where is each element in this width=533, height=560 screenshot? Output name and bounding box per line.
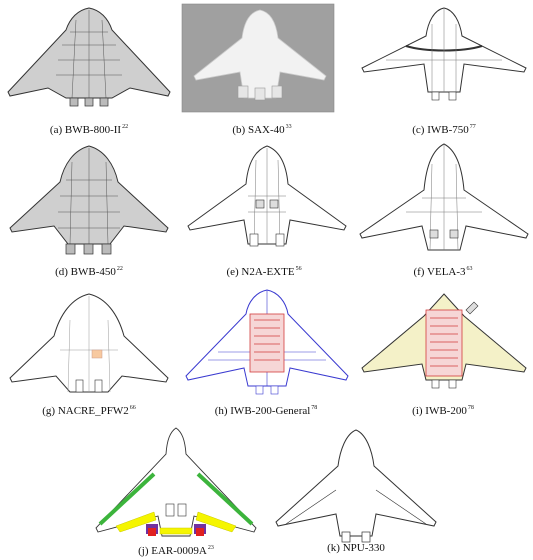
caption-f-ref: 63 (466, 266, 473, 272)
caption-e-name: N2A-EXTE (241, 266, 295, 278)
caption-c-name: IWB-750 (427, 124, 469, 136)
caption-f: (f) VELA-363 (413, 263, 472, 279)
panel-g-nacre-pfw2: (g) NACRE_PFW266 (0, 280, 178, 420)
caption-c-label: (c) (412, 124, 425, 136)
panel-j-ear-0009a: (j) EAR-0009A23 (86, 420, 266, 560)
caption-h: (h) IWB-200-General78 (215, 402, 318, 418)
caption-i-name: IWB-200 (425, 405, 467, 417)
caption-j-label: (j) (138, 545, 149, 557)
caption-e-ref: 56 (295, 266, 302, 272)
caption-a: (a) BWB-800-II22 (50, 121, 128, 137)
caption-i-ref: 78 (467, 405, 474, 411)
caption-e: (e) N2A-EXTE56 (226, 263, 301, 279)
caption-g: (g) NACRE_PFW266 (42, 402, 135, 418)
caption-c-ref: 77 (469, 124, 476, 130)
caption-k-label: (k) (327, 542, 340, 554)
iwb-750-drawing (361, 7, 527, 101)
n2a-exte-drawing (187, 145, 347, 247)
panel-f-vela-3: (f) VELA-363 (356, 140, 533, 280)
caption-h-label: (h) (214, 405, 228, 417)
panel-e-n2a-exte: (e) N2A-EXTE56 (178, 140, 356, 280)
caption-b-name: SAX-40 (247, 124, 285, 136)
panel-k-npu-330: (k) NPU-330 (266, 420, 446, 560)
npu-330-drawing (275, 429, 437, 543)
ear-0009a-drawing (95, 427, 257, 537)
vela-3-drawing (359, 143, 529, 251)
caption-h-ref: 78 (311, 405, 318, 411)
caption-j: (j) EAR-0009A23 (138, 542, 214, 558)
caption-g-ref: 66 (129, 405, 136, 411)
caption-i-label: (i) (412, 405, 423, 417)
caption-g-label: (g) (42, 405, 56, 417)
caption-b-label: (b) (232, 124, 246, 136)
bwb-800-drawing (7, 7, 171, 107)
caption-f-name: VELA-3 (427, 266, 466, 278)
caption-a-ref: 22 (122, 124, 129, 130)
caption-k: (k) NPU-330 (327, 542, 385, 555)
panel-b-sax-40: (b) SAX-4033 (178, 0, 356, 140)
caption-h-name: IWB-200-General (230, 405, 311, 417)
panel-h-iwb-200-general: (h) IWB-200-General78 (178, 280, 356, 420)
caption-a-label: (a) (49, 124, 63, 136)
panel-c-iwb-750: (c) IWB-75077 (356, 0, 533, 140)
caption-f-label: (f) (413, 266, 425, 278)
sax-40-render (181, 3, 335, 113)
bwb-450-drawing (9, 145, 169, 255)
panel-d-bwb-450: (d) BWB-45022 (0, 140, 178, 280)
caption-d-label: (d) (55, 266, 68, 278)
caption-k-name: NPU-330 (342, 542, 385, 554)
caption-g-name: NACRE_PFW2 (57, 405, 129, 417)
caption-b: (b) SAX-4033 (232, 121, 291, 137)
caption-e-label: (e) (226, 266, 239, 278)
caption-d-name: BWB-450 (70, 266, 116, 278)
iwb-200-drawing (361, 293, 527, 389)
caption-j-name: EAR-0009A (151, 545, 207, 557)
caption-i: (i) IWB-20078 (412, 402, 474, 418)
caption-d: (d) BWB-45022 (55, 263, 123, 279)
panel-i-iwb-200: (i) IWB-20078 (356, 280, 533, 420)
caption-a-name: BWB-800-II (64, 124, 122, 136)
nacre-pfw2-drawing (9, 293, 169, 393)
panel-a-bwb-800: (a) BWB-800-II22 (0, 0, 178, 140)
caption-c: (c) IWB-75077 (412, 121, 476, 137)
caption-b-ref: 33 (285, 124, 292, 130)
caption-d-ref: 22 (116, 266, 123, 272)
iwb-200-general-drawing (185, 289, 349, 395)
caption-j-ref: 23 (207, 545, 214, 551)
